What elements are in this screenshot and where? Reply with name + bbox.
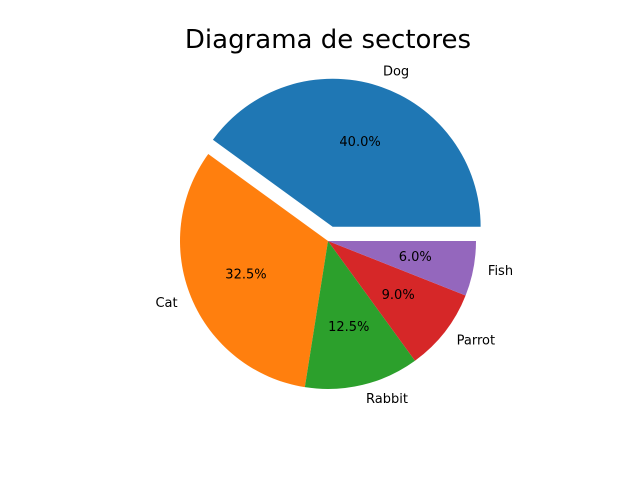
slice-label-dog: Dog [383, 64, 409, 79]
pie-slice-fish [328, 241, 476, 296]
slice-label-fish: Fish [488, 264, 513, 279]
pie-labels: Dog 40.0% Cat 32.5% Rabbit 12.5% Parrot 9.0% Fis… [155, 64, 513, 406]
slice-percent-rabbit: 12.5% [328, 320, 369, 335]
slice-percent-parrot: 9.0% [382, 288, 415, 303]
slice-label-rabbit: Rabbit [366, 392, 408, 407]
slice-label-cat: Cat [155, 296, 177, 311]
chart-title: Diagrama de sectores [185, 25, 471, 55]
slice-percent-fish: 6.0% [399, 250, 432, 265]
slice-percent-dog: 40.0% [339, 135, 380, 150]
slice-label-parrot: Parrot [457, 333, 495, 348]
pie-slice-cat [179, 154, 328, 388]
pie-slice-dog [212, 78, 481, 227]
pie-slices [179, 78, 481, 390]
slice-percent-cat: 32.5% [225, 267, 266, 282]
pie-slice-parrot [328, 241, 466, 361]
pie-slice-rabbit [304, 241, 415, 390]
